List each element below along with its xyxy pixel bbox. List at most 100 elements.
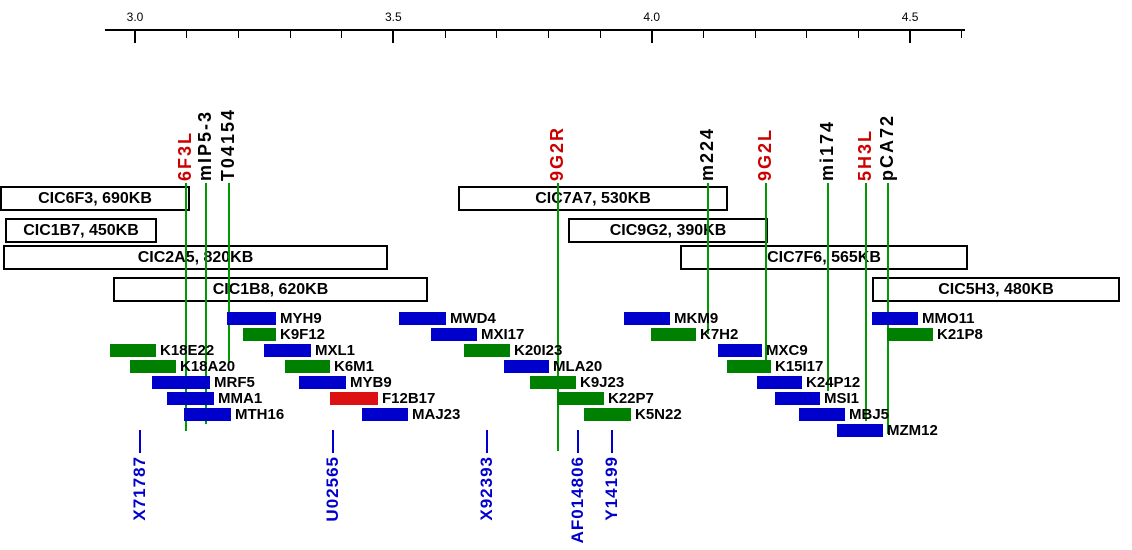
marker-line-pCA72 [887, 183, 889, 434]
bar-MBJ5 [799, 408, 845, 421]
bar-label-K18E22: K18E22 [160, 342, 215, 359]
clone-box-CIC1B7: CIC1B7, 450KB [5, 218, 157, 243]
clone-box-CIC6F3: CIC6F3, 690KB [0, 186, 190, 211]
bar-MSI1 [775, 392, 820, 405]
clone-box-label: CIC2A5, 820KB [137, 248, 254, 266]
bar-label-K22P7: K22P7 [608, 390, 654, 407]
bar-label-MKM9: MKM9 [674, 310, 719, 327]
bar-K24P12 [757, 376, 802, 389]
accession-line-Y14199 [611, 430, 613, 453]
accession-line-U02565 [332, 430, 334, 453]
bar-label-MYB9: MYB9 [350, 374, 392, 391]
bar-label-K9J23: K9J23 [580, 374, 625, 391]
bar-MAJ23 [362, 408, 408, 421]
bar-label-K5N22: K5N22 [635, 406, 682, 423]
marker-line-mi174 [827, 183, 829, 391]
bar-label-MSI1: MSI1 [824, 390, 860, 407]
bar-label-K7H2: K7H2 [700, 326, 739, 343]
bar-label-K24P12: K24P12 [806, 374, 861, 391]
ruler-minor-tick [496, 31, 498, 38]
ruler-major-tick [909, 31, 912, 43]
bar-F12B17 [330, 392, 378, 405]
bar-K20I23 [464, 344, 510, 357]
accession-label-X92393: X92393 [477, 456, 496, 521]
bar-label-K21P8: K21P8 [937, 326, 983, 343]
ruler-minor-tick [547, 31, 549, 38]
ruler-label-4.5: 4.5 [901, 10, 919, 24]
clone-box-CIC9G2: CIC9G2, 390KB [568, 218, 768, 243]
accession-label-X71787: X71787 [130, 456, 149, 521]
ruler-axis [105, 29, 965, 31]
bar-MRF5 [152, 376, 210, 389]
clone-box-label: CIC5H3, 480KB [938, 280, 1054, 298]
ruler-major-tick [650, 31, 653, 43]
bar-label-MMA1: MMA1 [218, 390, 263, 407]
marker-line-5H3L [865, 183, 867, 421]
accession-label-U02565: U02565 [323, 456, 342, 522]
accession-label-Y14199: Y14199 [602, 456, 621, 521]
bar-MTH16 [184, 408, 231, 421]
ruler-minor-tick [754, 31, 756, 38]
marker-line-9G2R [557, 183, 559, 451]
bar-MMA1 [167, 392, 214, 405]
ruler-minor-tick [599, 31, 601, 38]
bar-K9J23 [530, 376, 576, 389]
bar-label-MMO11: MMO11 [922, 310, 975, 327]
clone-box-label: CIC1B8, 620KB [212, 280, 329, 298]
bar-K22P7 [557, 392, 604, 405]
bar-MWD4 [399, 312, 446, 325]
bar-label-MXC9: MXC9 [766, 342, 808, 359]
bar-MZM12 [837, 424, 883, 437]
bar-label-MRF5: MRF5 [214, 374, 255, 391]
bar-K6M1 [285, 360, 330, 373]
bar-MYH9 [227, 312, 276, 325]
bar-K18A20 [130, 360, 176, 373]
bar-K9F12 [243, 328, 276, 341]
bar-MLA20 [504, 360, 549, 373]
bar-label-MLA20: MLA20 [553, 358, 603, 375]
bar-label-MZM12: MZM12 [887, 422, 938, 439]
bar-label-MXI17: MXI17 [481, 326, 525, 343]
clone-box-label: CIC7A7, 530KB [535, 189, 651, 207]
ruler-minor-tick [857, 31, 859, 38]
clone-box-label: CIC1B7, 450KB [23, 221, 139, 239]
clone-box-CIC7F6: CIC7F6, 565KB [680, 245, 968, 270]
accession-line-X92393 [486, 430, 488, 453]
bar-label-MYH9: MYH9 [280, 310, 322, 327]
bar-K18E22 [110, 344, 156, 357]
clone-box-CIC5H3: CIC5H3, 480KB [872, 277, 1120, 302]
bar-K5N22 [584, 408, 631, 421]
ruler-minor-tick [341, 31, 343, 38]
ruler-label-4.0: 4.0 [643, 10, 661, 24]
bar-label-K15I17: K15I17 [775, 358, 824, 375]
bar-label-MXL1: MXL1 [315, 342, 356, 359]
bar-MKM9 [624, 312, 670, 325]
marker-line-T04154 [228, 183, 230, 362]
clone-box-CIC7A7: CIC7A7, 530KB [458, 186, 728, 211]
bar-label-K6M1: K6M1 [334, 358, 375, 375]
bar-label-MWD4: MWD4 [450, 310, 496, 327]
bar-label-K18A20: K18A20 [180, 358, 236, 375]
bar-MYB9 [299, 376, 346, 389]
bar-MXI17 [431, 328, 477, 341]
accession-label-AF014806: AF014806 [568, 456, 587, 544]
clone-box-label: CIC7F6, 565KB [767, 248, 881, 266]
ruler-minor-tick [961, 31, 963, 38]
ruler-minor-tick [186, 31, 188, 38]
ruler-minor-tick [444, 31, 446, 38]
bar-MMO11 [872, 312, 918, 325]
bar-K7H2 [651, 328, 696, 341]
accession-line-AF014806 [577, 430, 579, 453]
bar-label-K20I23: K20I23 [514, 342, 563, 359]
marker-line-6F3L [185, 183, 187, 431]
ruler-label-3.0: 3.0 [126, 10, 144, 24]
bar-label-K9F12: K9F12 [280, 326, 326, 343]
ruler-minor-tick [289, 31, 291, 38]
marker-line-9G2L [765, 183, 767, 371]
ruler-minor-tick [806, 31, 808, 38]
accession-line-X71787 [139, 430, 141, 453]
